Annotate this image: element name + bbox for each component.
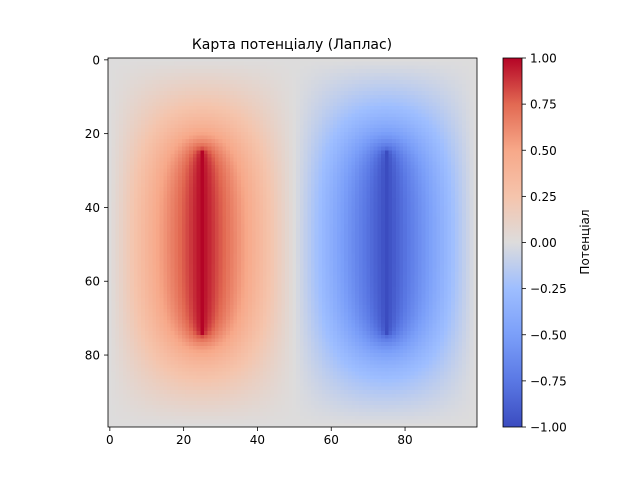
colorbar-tick-label: 0.00 bbox=[530, 236, 557, 250]
chart-title: Карта потенціалу (Лаплас) bbox=[192, 37, 392, 53]
x-tick-label: 60 bbox=[324, 433, 339, 447]
colorbar-tick-label: 0.25 bbox=[530, 190, 557, 204]
colorbar-tick-label: 0.75 bbox=[530, 98, 557, 112]
colorbar-tick-label: −1.00 bbox=[530, 421, 567, 435]
colorbar-tick-label: −0.50 bbox=[530, 328, 567, 342]
x-axis: 0 20 40 60 80 bbox=[106, 427, 413, 447]
colorbar-tick-label: 0.50 bbox=[530, 144, 557, 158]
y-tick-label: 60 bbox=[85, 275, 100, 289]
y-tick-label: 40 bbox=[85, 201, 100, 215]
y-tick-label: 20 bbox=[85, 127, 100, 141]
x-tick-label: 20 bbox=[176, 433, 191, 447]
colorbar-tick-label: −0.75 bbox=[530, 374, 567, 388]
x-tick-label: 40 bbox=[250, 433, 265, 447]
colorbar-tick-label: 1.00 bbox=[530, 52, 557, 66]
x-tick-label: 80 bbox=[397, 433, 412, 447]
colorbar-tick-label: −0.25 bbox=[530, 282, 567, 296]
y-tick-label: 80 bbox=[85, 349, 100, 363]
plot-area bbox=[107, 57, 478, 428]
colorbar-gradient bbox=[503, 58, 522, 427]
colorbar-label: Потенціал bbox=[578, 209, 592, 274]
y-axis: 0 20 40 60 80 bbox=[85, 53, 108, 363]
heatmap-image bbox=[108, 58, 477, 427]
colorbar-ticks: 1.00 0.75 0.50 0.25 0.00 −0.25 −0.50 −0.75 −1.00 bbox=[522, 52, 567, 435]
y-tick-label: 0 bbox=[92, 53, 100, 67]
colorbar: 1.00 0.75 0.50 0.25 0.00 −0.25 −0.50 −0.75 −1.00… bbox=[502, 52, 592, 435]
x-tick-label: 0 bbox=[106, 433, 114, 447]
plot-frame bbox=[107, 57, 478, 428]
